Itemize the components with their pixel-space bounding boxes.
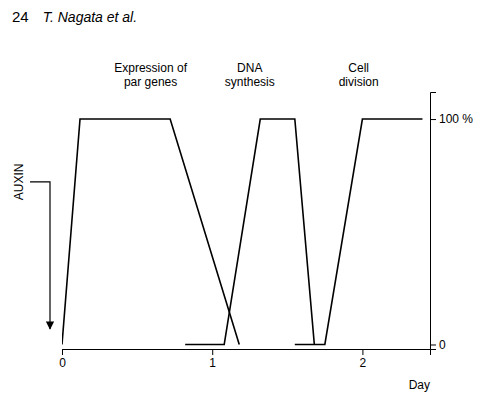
series-label: DNAsynthesis (225, 61, 275, 89)
x-tick: 1 (209, 349, 216, 370)
title: 24 (12, 8, 29, 25)
x-tick-label: 0 (59, 356, 66, 370)
x-tick-mark (212, 349, 213, 355)
y-label: AUXIN (12, 164, 26, 201)
x-label: Day (409, 378, 430, 392)
series-line (185, 119, 314, 344)
subtitle: T. Nagata et al. (43, 9, 137, 25)
x-tick: 2 (360, 349, 367, 370)
plot: 0 1 2 0 100 % Day Expression ofpar genes DNAsyn… (59, 61, 473, 392)
x-axis: 0 1 2 (59, 349, 430, 370)
x-axis-line (63, 350, 431, 356)
series-label: Expression ofpar genes (114, 61, 187, 89)
x-tick: 0 (59, 349, 66, 370)
x-tick-mark (62, 349, 63, 355)
y-tick-label: 100 % (439, 112, 473, 126)
y-axis: 0 100 % (430, 93, 473, 352)
x-tick-mark (362, 349, 363, 355)
series-line (62, 119, 239, 344)
series-line (295, 119, 423, 344)
x-tick-label: 2 (360, 356, 367, 370)
y-tick: 0 (430, 338, 446, 352)
y-axis-line (431, 93, 437, 350)
y-tick-mark (430, 344, 436, 345)
lines (62, 119, 422, 344)
y-tick: 100 % (430, 112, 473, 126)
y-tick-mark (430, 119, 436, 120)
chart: 24 T. Nagata et al. 0 1 2 0 100 % Day Expression… (0, 0, 482, 405)
series-label: Celldivision (339, 61, 379, 89)
y-tick-label: 0 (439, 338, 446, 352)
y-label-arrow (30, 182, 50, 329)
x-tick-label: 1 (209, 356, 216, 370)
